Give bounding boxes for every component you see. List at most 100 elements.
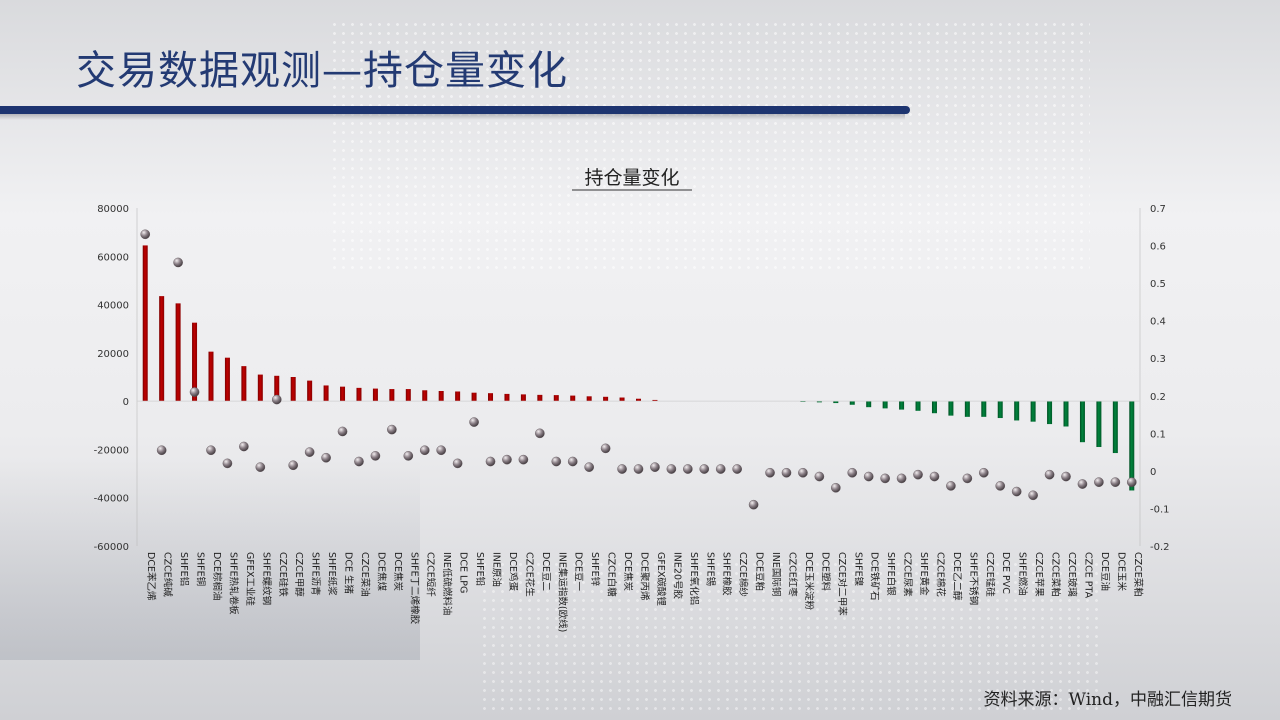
ratio-marker [683, 464, 693, 474]
y-tick-label: -20000 [94, 445, 129, 456]
category-label: CZCE纯碱 [162, 552, 174, 597]
ratio-marker [781, 467, 792, 478]
city-skyline-background [0, 460, 420, 660]
category-label: CZCE尿素 [902, 552, 914, 597]
category-label: DCE PVC [1000, 552, 1011, 594]
bar [1063, 401, 1069, 427]
bar-series [142, 245, 1135, 491]
ratio-marker [156, 445, 167, 456]
bar [931, 401, 937, 414]
category-label: SHFE铜 [195, 552, 207, 586]
ratio-marker [765, 467, 775, 478]
category-label: CZCE菜油 [359, 552, 371, 597]
ratio-marker [600, 443, 611, 454]
category-label: DCE聚丙烯 [639, 552, 651, 601]
category-label: CZCE菜粕 [1050, 552, 1062, 597]
y-tick-label: 0 [123, 397, 129, 408]
ratio-marker [206, 445, 216, 456]
ratio-marker [271, 394, 282, 405]
chart-title: 持仓量变化 [584, 167, 679, 189]
category-label: SHFE丁二烯橡胶 [408, 552, 420, 625]
ratio-marker [403, 451, 414, 461]
bar [405, 389, 411, 402]
bar [570, 395, 576, 402]
ratio-marker [995, 481, 1006, 491]
ratio-marker [863, 471, 874, 482]
bar [455, 391, 461, 402]
bar [372, 388, 378, 402]
ratio-marker [140, 229, 151, 240]
category-label: SHFE锡 [704, 552, 716, 586]
ratio-marker [189, 387, 200, 397]
ratio-marker [978, 467, 989, 478]
bar [882, 401, 888, 409]
ratio-marker [847, 467, 858, 478]
bar [866, 401, 872, 408]
bar [504, 393, 510, 402]
category-label: CZCE白糖 [606, 552, 618, 597]
ratio-marker [304, 447, 315, 457]
category-label: INE原油 [491, 552, 503, 587]
y2-tick-label: 0 [1150, 467, 1156, 478]
bar [438, 391, 444, 402]
category-label: SHFE铅 [474, 552, 486, 587]
bar [553, 395, 559, 402]
category-label: GFEX工业硅 [244, 552, 256, 606]
bar [192, 322, 198, 402]
category-label: SHFE铝 [178, 552, 190, 586]
bar [520, 394, 526, 402]
bar [356, 387, 362, 402]
ratio-marker [748, 499, 759, 510]
bar [159, 296, 165, 402]
y2-tick-label: -0.1 [1150, 504, 1170, 515]
ratio-marker [1011, 486, 1022, 497]
ratio-marker [354, 456, 364, 467]
ratio-marker [239, 441, 249, 452]
world-map-background-lower [480, 560, 1100, 710]
bar [340, 386, 346, 402]
ratio-marker [502, 454, 512, 465]
bar [537, 394, 543, 402]
y2-tick-label: 0.1 [1150, 429, 1166, 440]
category-label: CZCE锰硅 [984, 552, 996, 597]
ratio-marker [321, 452, 331, 463]
ratio-marker [699, 464, 710, 474]
ratio-marker [617, 464, 627, 474]
category-label: DCE棕榈油 [211, 552, 223, 600]
ratio-marker [485, 456, 496, 467]
ratio-marker [913, 469, 923, 480]
bar [389, 389, 395, 402]
bar [964, 401, 970, 417]
left-axis-ticks: 80000 60000 40000 20000 0 -20000 -40000 -60000 [94, 204, 129, 553]
category-label: SHFE橡胶 [721, 552, 733, 596]
y2-tick-label: 0.6 [1150, 242, 1166, 253]
y2-tick-label: -0.2 [1150, 542, 1170, 553]
category-label: SHFE沥青 [310, 552, 322, 596]
bar [274, 375, 280, 402]
category-label: DCE焦炭 [622, 552, 634, 591]
bar [603, 396, 609, 402]
category-label: DCE乙二醇 [951, 552, 963, 601]
category-label: DCE焦煤 [375, 552, 387, 591]
category-label: CZCE苹果 [1033, 552, 1045, 597]
title-underline-bar [0, 106, 910, 114]
title-underline-shadow [0, 114, 905, 120]
y2-tick-label: 0.5 [1150, 279, 1166, 290]
y2-tick-label: 0.3 [1150, 354, 1166, 365]
bar [1047, 401, 1053, 425]
category-label: INE20号胶 [671, 552, 683, 599]
category-label: SHFE螺纹钢 [260, 552, 272, 605]
category-label: CZCE短纤 [425, 552, 437, 597]
ratio-marker [1094, 477, 1104, 487]
y2-tick-label: 0.2 [1150, 392, 1166, 403]
ratio-marker [715, 464, 726, 474]
y-tick-label: -60000 [94, 542, 129, 553]
category-label: DCE 生猪 [343, 552, 355, 594]
category-label: SHFE不锈钢 [967, 552, 979, 605]
ratio-marker [370, 451, 381, 461]
category-label: SHFE黄金 [918, 552, 930, 596]
category-label: GFEX碳酸锂 [655, 552, 667, 606]
bar [1129, 401, 1135, 491]
bar [488, 393, 494, 402]
